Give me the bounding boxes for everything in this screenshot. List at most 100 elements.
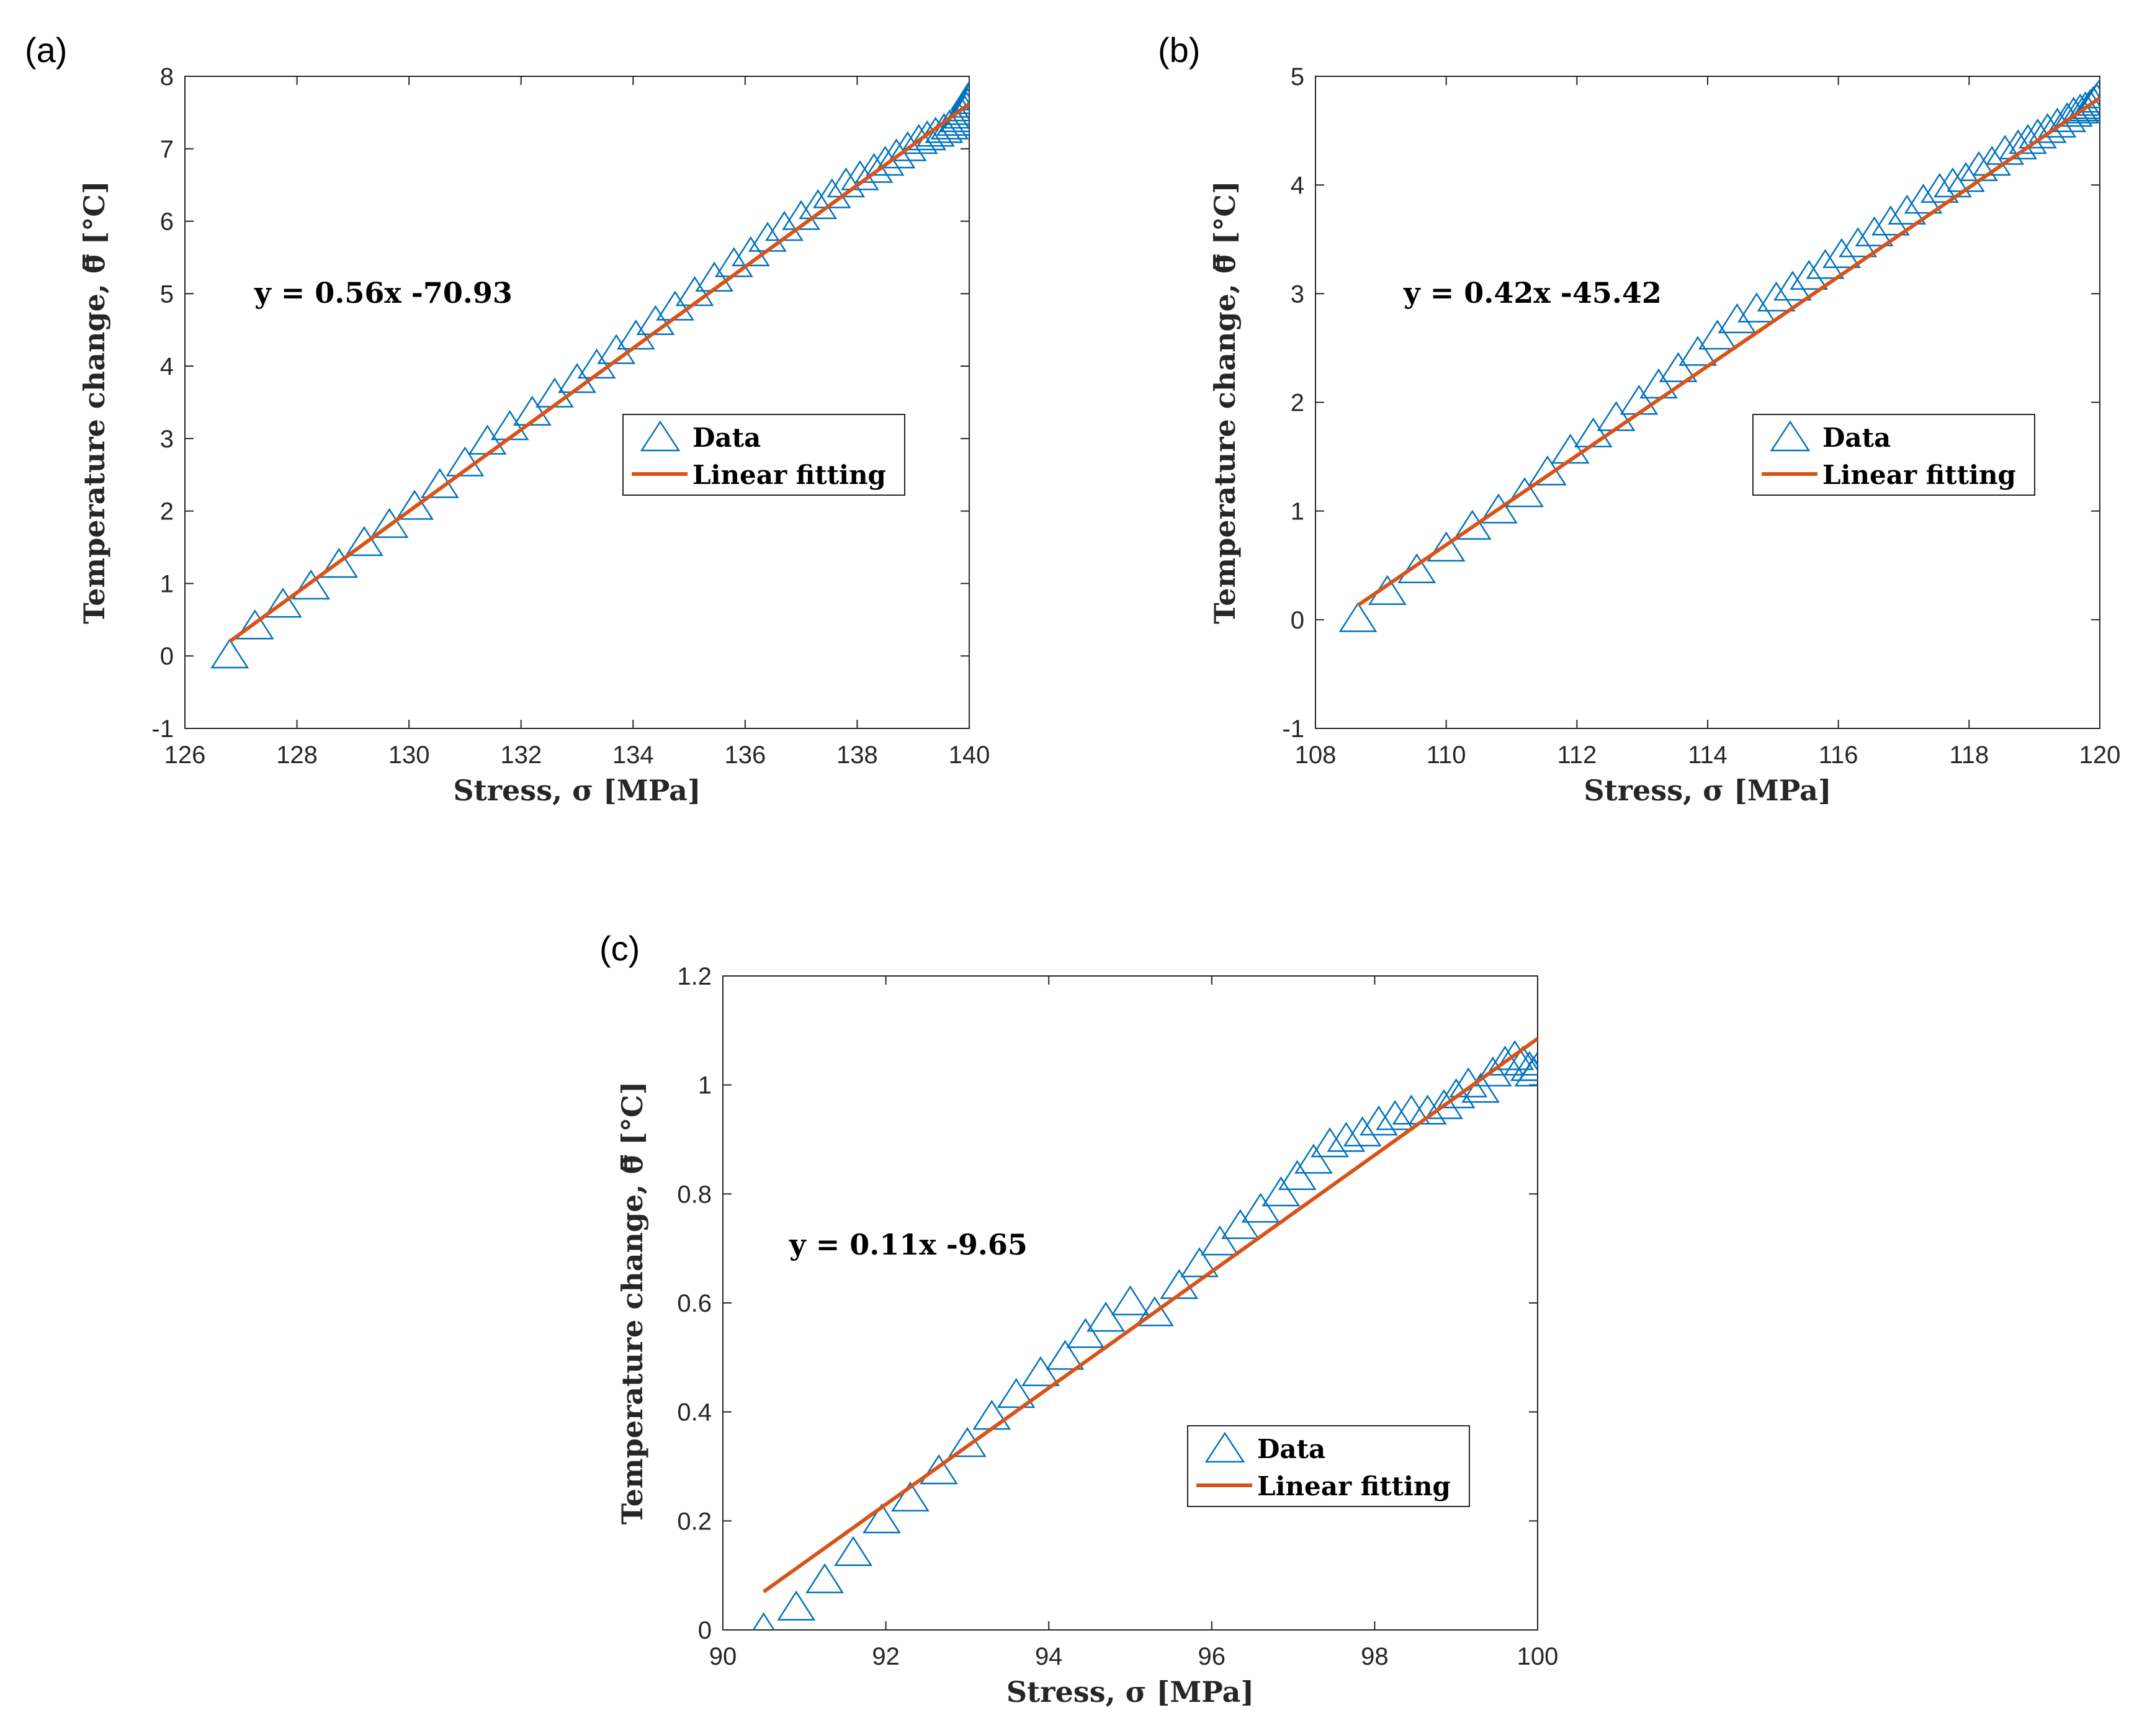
data-point (292, 569, 331, 600)
panel-label: (c) (599, 929, 640, 968)
data-point (1904, 184, 1943, 214)
data-point (1111, 1285, 1150, 1315)
data-point (1278, 1160, 1317, 1190)
legend: Data Linear fitting (1752, 414, 2035, 496)
x-tick-label: 134 (612, 741, 654, 769)
data-point (1999, 129, 2038, 159)
y-tick-label: 1 (698, 1072, 712, 1099)
axes-box (184, 76, 970, 729)
data-point (1659, 352, 1698, 382)
data-point (1066, 1318, 1105, 1348)
legend-box (1752, 414, 2035, 496)
y-tick-label: 0 (698, 1617, 712, 1644)
x-axis-label: Stress, σ [MPa] (453, 774, 701, 807)
data-point (2048, 102, 2087, 133)
x-tick-label: 138 (836, 741, 878, 769)
data-point (2081, 78, 2100, 109)
data-point (1376, 1100, 1415, 1130)
y-tick-label: -1 (151, 715, 174, 743)
x-tick-label: 126 (164, 741, 206, 769)
x-tick-label: 108 (1295, 741, 1337, 769)
panel-label: (b) (1158, 30, 1200, 69)
x-tick-label: 100 (1517, 1643, 1559, 1670)
x-tick-label: 94 (1035, 1643, 1063, 1670)
data-point (1678, 336, 1718, 366)
x-tick-label: 140 (949, 741, 990, 769)
data-point (1855, 216, 1894, 246)
x-tick-label: 112 (1557, 741, 1597, 769)
data-point (1973, 145, 2012, 176)
fit-equation: y = 0.42x -45.42 (1403, 276, 1662, 310)
data-point (320, 547, 359, 578)
data-point (827, 167, 866, 198)
legend-label-fit: Linear fitting (1257, 1471, 1451, 1501)
data-point (1871, 205, 1910, 236)
panel-a: (a) 126 128 130 132 134 136 138 140 -1 0 1 2 3 4 5 6 7 8 St… (25, 30, 990, 807)
data-point (1180, 1247, 1219, 1277)
y-tick-label: -1 (1282, 715, 1304, 743)
data-point (1495, 1040, 1535, 1070)
data-point (1790, 259, 1829, 290)
data-point (513, 395, 552, 426)
x-tick-label: 116 (1819, 741, 1858, 769)
legend-box (622, 414, 905, 496)
x-tick-label: 130 (388, 741, 430, 769)
data-point (1261, 1176, 1301, 1207)
y-tick-label: 1.2 (677, 963, 712, 990)
legend: Data Linear fitting (622, 414, 905, 496)
data-point (1461, 1073, 1500, 1103)
data-point (264, 588, 302, 618)
legend-box (1187, 1425, 1470, 1507)
data-point (888, 131, 927, 161)
data-point (997, 1377, 1036, 1408)
data-point (891, 1481, 930, 1512)
data-point (1479, 493, 1518, 524)
panel-c: (c) 90 92 94 96 98 100 0 0.2 0.4 0.6 0.8 1 1.2 Stress,… (599, 929, 1558, 1709)
x-tick-label: 110 (1427, 741, 1466, 769)
data-point (1920, 172, 1959, 203)
data-point (1427, 531, 1466, 562)
x-tick-label: 114 (1688, 741, 1727, 769)
data-point (1311, 1127, 1350, 1158)
data-point (1839, 227, 1878, 257)
data-point (1518, 1050, 1538, 1081)
x-tick-label: 118 (1949, 741, 1989, 769)
fit-equation: y = 0.56x -70.93 (254, 276, 513, 310)
data-point (947, 91, 969, 122)
y-tick-label: 0.8 (677, 1181, 712, 1208)
fit-line (228, 102, 969, 643)
data-point (2061, 93, 2100, 124)
x-tick-label: 98 (1361, 1643, 1389, 1670)
x-tick-label: 96 (1198, 1643, 1226, 1670)
x-tick-label: 132 (500, 741, 542, 769)
data-point (908, 120, 947, 151)
legend-label-fit: Linear fitting (1822, 460, 2016, 490)
data-point (1773, 271, 1812, 301)
y-tick-label: 2 (1291, 390, 1304, 417)
data-point (1160, 1269, 1199, 1299)
x-tick-label: 136 (724, 741, 766, 769)
data-point (1505, 477, 1544, 508)
y-tick-label: 4 (1291, 172, 1304, 199)
data-point (1360, 1105, 1398, 1136)
data-series (752, 1040, 1538, 1630)
data-point (752, 1612, 775, 1630)
data-point (1343, 1116, 1382, 1147)
data-point (1201, 1225, 1239, 1256)
data-point (235, 609, 274, 640)
y-tick-label: 1 (160, 570, 174, 597)
data-point (1551, 434, 1590, 464)
y-axis-label: Temperature change, θ̿ [°C] (1208, 181, 1242, 624)
data-point (777, 1590, 816, 1621)
data-point (1087, 1302, 1125, 1332)
data-point (920, 1454, 958, 1485)
y-tick-label: 4 (160, 353, 174, 380)
data-series (210, 80, 969, 669)
data-point (1397, 553, 1436, 583)
data-point (805, 1563, 845, 1593)
fit-line (1356, 96, 2100, 607)
data-point (863, 1503, 901, 1534)
y-tick-label: 0 (1291, 607, 1304, 634)
data-point (1718, 303, 1757, 334)
